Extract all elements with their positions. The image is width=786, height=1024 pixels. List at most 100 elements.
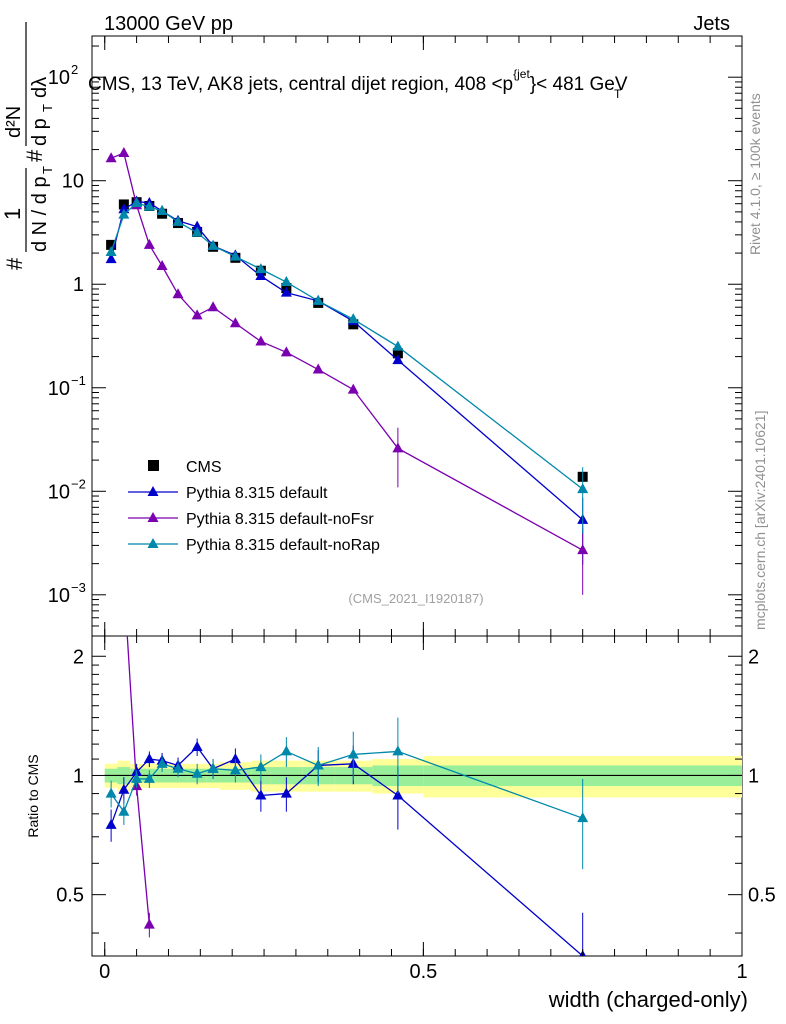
ratio-y-ticks: 0.5 0.5 1 1 2 2 bbox=[56, 646, 776, 934]
y-label-t1: T bbox=[40, 166, 55, 174]
ratio-point-3 bbox=[105, 787, 117, 798]
series-point-1 bbox=[105, 253, 117, 264]
series-line-2 bbox=[110, 152, 583, 551]
legend: CMS Pythia 8.315 default Pythia 8.315 defa… bbox=[128, 459, 380, 554]
series-point-1 bbox=[280, 286, 292, 297]
main-plot-area bbox=[105, 147, 589, 595]
ratio-point-3 bbox=[207, 762, 219, 773]
series-point-3 bbox=[280, 276, 292, 287]
ratio-clipped-group bbox=[105, 636, 589, 956]
analysis-watermark: (CMS_2021_I1920187) bbox=[348, 591, 483, 606]
x-tick-label: 0.5 bbox=[409, 961, 437, 983]
series-point-2 bbox=[392, 442, 404, 453]
ratio-point-3 bbox=[347, 748, 359, 759]
legend-label: Pythia 8.315 default bbox=[186, 485, 328, 502]
ratio-point-1 bbox=[191, 740, 203, 751]
legend-marker bbox=[147, 538, 159, 548]
ratio-y-tick-label-right: 0.5 bbox=[748, 885, 776, 907]
cms-data-point bbox=[106, 239, 117, 250]
series-point-2 bbox=[105, 152, 117, 163]
ratio-plot-area bbox=[105, 636, 589, 956]
series-point-2 bbox=[255, 335, 267, 346]
main-y-tick-label: 1 bbox=[73, 274, 84, 296]
ratio-point-1 bbox=[392, 789, 404, 800]
main-y-tick-label: 10 bbox=[48, 481, 70, 503]
series-point-3 bbox=[118, 208, 130, 219]
legend-marker-cms bbox=[148, 460, 159, 471]
series-line-1 bbox=[110, 200, 584, 521]
series-point-3 bbox=[312, 294, 324, 305]
series-point-3 bbox=[347, 313, 359, 324]
y-label-dlambda: dλ bbox=[29, 77, 51, 98]
ratio-point-3 bbox=[131, 772, 143, 783]
main-y-tick-label: 10 bbox=[48, 378, 70, 400]
series-point-2 bbox=[229, 317, 241, 328]
ratio-point-1 bbox=[105, 818, 117, 829]
ratio-point-1 bbox=[229, 753, 241, 764]
series-point-1 bbox=[191, 220, 203, 231]
ratio-point-3 bbox=[312, 759, 324, 770]
ratio-point-3 bbox=[143, 772, 155, 783]
series-point-3 bbox=[392, 340, 404, 351]
legend-label: Pythia 8.315 default-noRap bbox=[186, 537, 380, 554]
main-y-tick-exp: −2 bbox=[71, 476, 86, 491]
series-point-3 bbox=[131, 196, 143, 207]
ratio-point-3 bbox=[191, 767, 203, 778]
series-point-3 bbox=[191, 226, 203, 237]
series-point-2 bbox=[207, 301, 219, 312]
y-label-one: 1 bbox=[0, 208, 25, 220]
series-point-1 bbox=[392, 354, 404, 365]
series-point-3 bbox=[143, 200, 155, 211]
series-point-3 bbox=[577, 483, 589, 494]
header-category: Jets bbox=[693, 13, 730, 35]
series-point-3 bbox=[105, 245, 117, 256]
main-title: CMS, 13 TeV, AK8 jets, central dijet reg… bbox=[88, 67, 628, 95]
series-point-3 bbox=[255, 263, 267, 274]
ratio-point-1 bbox=[143, 753, 155, 764]
ratio-point-1 bbox=[118, 783, 130, 794]
ratio-point-3 bbox=[156, 757, 168, 768]
ratio-point-1 bbox=[280, 787, 292, 798]
ratio-point-3 bbox=[392, 745, 404, 756]
cms-data-point bbox=[392, 348, 403, 359]
ratio-y-tick-label: 2 bbox=[73, 646, 84, 668]
series-point-2 bbox=[156, 260, 168, 271]
series-point-2 bbox=[118, 147, 130, 158]
legend-label: CMS bbox=[186, 459, 222, 476]
ratio-point-3 bbox=[577, 812, 589, 823]
y-label-hash-1: # bbox=[2, 257, 27, 270]
series-point-1 bbox=[118, 203, 130, 214]
series-point-1 bbox=[255, 270, 267, 281]
ratio-point-3 bbox=[118, 805, 130, 816]
mcplots-label: mcplots.cern.ch [arXiv:2401.10621] bbox=[752, 411, 768, 630]
ratio-y-tick-label-right: 2 bbox=[748, 646, 759, 668]
x-axis-ticks: 0 0.5 1 bbox=[99, 36, 748, 983]
series-point-3 bbox=[156, 204, 168, 215]
ratio-point-2 bbox=[143, 918, 155, 929]
y-label-d2n: d²N bbox=[3, 106, 25, 138]
series-point-3 bbox=[229, 250, 241, 261]
main-title-suffix: }< 481 GeV bbox=[530, 74, 628, 95]
ratio-point-3 bbox=[172, 762, 184, 773]
ratio-point-3 bbox=[280, 745, 292, 756]
series-point-3 bbox=[207, 239, 219, 250]
main-title-sub: T bbox=[614, 87, 622, 101]
main-title-sup: {jet bbox=[513, 67, 530, 81]
main-y-tick-label: 10 bbox=[62, 171, 84, 193]
main-y-tick-exp: −1 bbox=[71, 373, 86, 388]
ratio-point-3 bbox=[255, 761, 267, 772]
rivet-version-label: Rivet 4.1.0, ≥ 100k events bbox=[747, 93, 763, 255]
main-y-tick-exp: 2 bbox=[71, 62, 78, 77]
series-point-2 bbox=[347, 383, 359, 394]
y-label-hash-2: # bbox=[22, 149, 47, 162]
series-point-2 bbox=[191, 309, 203, 320]
x-tick-label: 1 bbox=[736, 961, 747, 983]
series-point-2 bbox=[312, 363, 324, 374]
ratio-y-tick-label-right: 1 bbox=[748, 765, 759, 787]
ratio-y-tick-label: 0.5 bbox=[56, 885, 84, 907]
main-y-tick-label: 10 bbox=[48, 67, 70, 89]
series-point-3 bbox=[172, 215, 184, 226]
x-tick-label: 0 bbox=[99, 961, 110, 983]
